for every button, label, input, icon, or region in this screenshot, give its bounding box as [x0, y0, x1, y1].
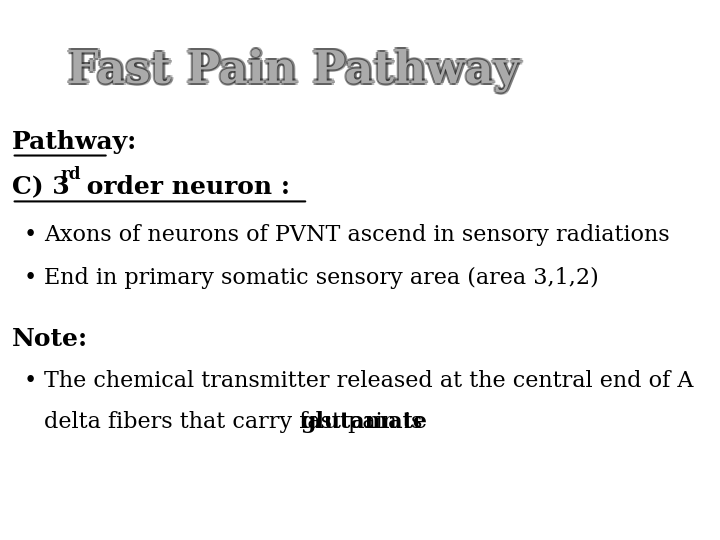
Text: •: •	[24, 267, 37, 289]
Text: Fast Pain Pathway: Fast Pain Pathway	[69, 47, 521, 91]
Text: delta fibers that carry fast pain is: delta fibers that carry fast pain is	[44, 411, 430, 434]
Text: Fast Pain Pathway: Fast Pain Pathway	[65, 49, 517, 92]
Text: The chemical transmitter released at the central end of A: The chemical transmitter released at the…	[44, 370, 693, 392]
Text: Pathway:: Pathway:	[12, 130, 137, 153]
Text: Axons of neurons of PVNT ascend in sensory radiations: Axons of neurons of PVNT ascend in senso…	[44, 224, 670, 246]
Text: rd: rd	[60, 166, 81, 183]
Text: •: •	[24, 224, 37, 246]
Text: Fast Pain Pathway: Fast Pain Pathway	[68, 51, 519, 94]
Text: Fast Pain Pathway: Fast Pain Pathway	[66, 47, 518, 91]
Text: End in primary somatic sensory area (area 3,1,2): End in primary somatic sensory area (are…	[44, 267, 599, 289]
Text: Fast Pain Pathway: Fast Pain Pathway	[68, 46, 519, 90]
Text: Fast Pain Pathway: Fast Pain Pathway	[69, 50, 521, 94]
Text: Fast Pain Pathway: Fast Pain Pathway	[66, 50, 518, 94]
Text: Fast Pain Pathway: Fast Pain Pathway	[68, 49, 519, 92]
Text: Fast Pain Pathway: Fast Pain Pathway	[70, 49, 522, 92]
Text: C) 3: C) 3	[12, 176, 70, 199]
Text: glutamate: glutamate	[300, 411, 428, 434]
Text: •: •	[24, 370, 37, 392]
Text: order neuron :: order neuron :	[78, 176, 290, 199]
Text: Note:: Note:	[12, 327, 88, 350]
